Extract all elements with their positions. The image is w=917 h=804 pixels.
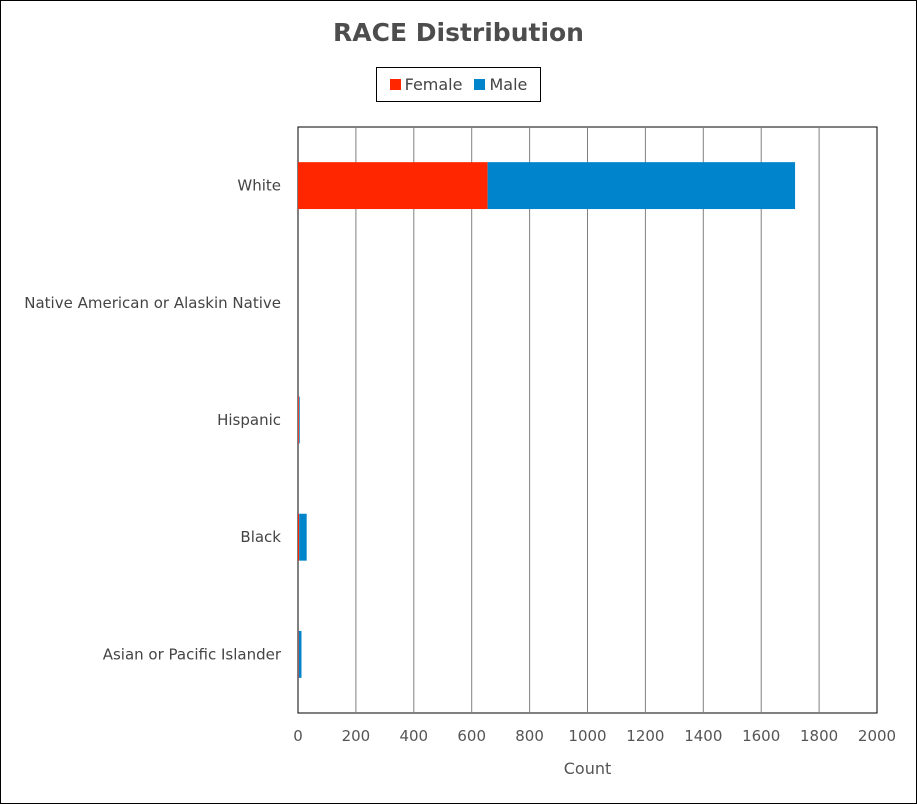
x-tick-label: 600 bbox=[457, 727, 486, 745]
x-tick-label: 0 bbox=[293, 727, 303, 745]
x-tick-label: 2000 bbox=[858, 727, 896, 745]
legend-swatch-male bbox=[474, 79, 486, 90]
chart-title: RACE Distribution bbox=[333, 18, 584, 47]
x-tick-label: 200 bbox=[342, 727, 371, 745]
bar-male bbox=[298, 396, 300, 444]
legend-swatch-female bbox=[389, 79, 401, 90]
x-tick-label: 1000 bbox=[568, 727, 606, 745]
bar-female bbox=[298, 513, 300, 561]
bar-male bbox=[299, 513, 307, 561]
y-category-label: Asian or Pacific Islander bbox=[103, 645, 282, 663]
x-axis-label: Count bbox=[564, 759, 612, 778]
legend-item-male: Male bbox=[474, 75, 527, 94]
bar-male bbox=[298, 630, 302, 678]
bar-male bbox=[487, 162, 796, 210]
legend-label-female: Female bbox=[404, 75, 463, 94]
bar-female bbox=[298, 162, 488, 210]
x-tick-label: 1400 bbox=[684, 727, 722, 745]
bar-female bbox=[298, 396, 299, 444]
x-tick-label: 400 bbox=[399, 727, 428, 745]
y-category-label: Hispanic bbox=[217, 411, 281, 429]
x-tick-label: 1600 bbox=[742, 727, 780, 745]
x-tick-label: 800 bbox=[515, 727, 544, 745]
legend-label-male: Male bbox=[489, 75, 528, 94]
bar-female bbox=[298, 630, 299, 678]
legend-item-female: Female bbox=[389, 75, 463, 94]
y-category-label: Native American or Alaskin Native bbox=[24, 294, 281, 312]
y-category-label: White bbox=[237, 177, 281, 195]
x-tick-label: 1800 bbox=[800, 727, 838, 745]
x-tick-label: 1200 bbox=[626, 727, 664, 745]
chart-legend: Female Male bbox=[376, 67, 541, 102]
y-category-label: Black bbox=[240, 528, 281, 546]
